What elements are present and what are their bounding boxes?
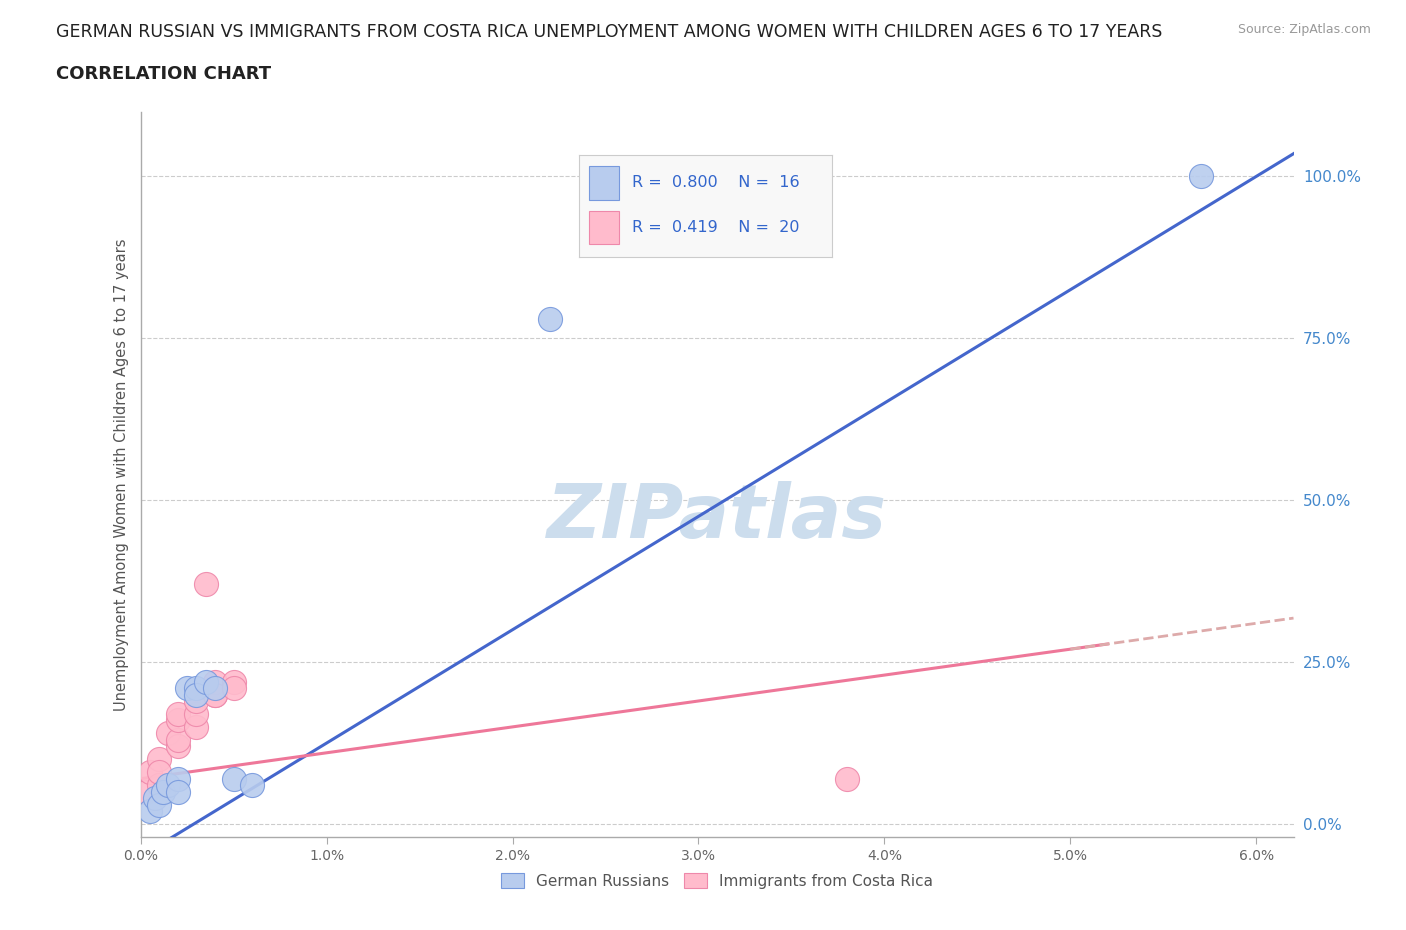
Point bbox=[166, 771, 188, 786]
Point bbox=[204, 674, 226, 689]
Point bbox=[222, 681, 245, 696]
Point bbox=[166, 733, 188, 748]
Point bbox=[186, 694, 208, 709]
Point bbox=[157, 726, 180, 741]
Point bbox=[176, 681, 198, 696]
Point bbox=[194, 674, 217, 689]
Point bbox=[222, 674, 245, 689]
Point bbox=[145, 790, 167, 805]
Point bbox=[148, 764, 170, 779]
Point bbox=[148, 777, 170, 792]
Point bbox=[157, 777, 180, 792]
Point bbox=[186, 707, 208, 722]
Point bbox=[166, 784, 188, 799]
Point bbox=[204, 687, 226, 702]
Point bbox=[166, 707, 188, 722]
Point bbox=[139, 804, 162, 818]
Point bbox=[222, 771, 245, 786]
Point bbox=[148, 797, 170, 812]
Point bbox=[186, 681, 208, 696]
Point bbox=[152, 784, 174, 799]
Y-axis label: Unemployment Among Women with Children Ages 6 to 17 years: Unemployment Among Women with Children A… bbox=[114, 238, 129, 711]
Point bbox=[204, 687, 226, 702]
Point bbox=[135, 784, 157, 799]
Point bbox=[837, 771, 859, 786]
Text: Source: ZipAtlas.com: Source: ZipAtlas.com bbox=[1237, 23, 1371, 36]
Point bbox=[148, 751, 170, 766]
Point bbox=[204, 681, 226, 696]
Point bbox=[1189, 169, 1212, 184]
Point bbox=[166, 713, 188, 728]
Point bbox=[186, 687, 208, 702]
Point bbox=[538, 312, 561, 326]
Text: CORRELATION CHART: CORRELATION CHART bbox=[56, 65, 271, 83]
Point bbox=[166, 738, 188, 753]
Point bbox=[186, 720, 208, 735]
Point bbox=[240, 777, 263, 792]
Point bbox=[139, 764, 162, 779]
Legend: German Russians, Immigrants from Costa Rica: German Russians, Immigrants from Costa R… bbox=[495, 867, 939, 895]
Text: GERMAN RUSSIAN VS IMMIGRANTS FROM COSTA RICA UNEMPLOYMENT AMONG WOMEN WITH CHILD: GERMAN RUSSIAN VS IMMIGRANTS FROM COSTA … bbox=[56, 23, 1163, 41]
Text: ZIPatlas: ZIPatlas bbox=[547, 482, 887, 554]
Point bbox=[194, 577, 217, 591]
